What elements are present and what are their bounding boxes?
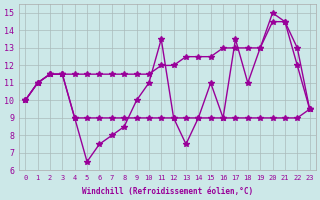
X-axis label: Windchill (Refroidissement éolien,°C): Windchill (Refroidissement éolien,°C): [82, 187, 253, 196]
